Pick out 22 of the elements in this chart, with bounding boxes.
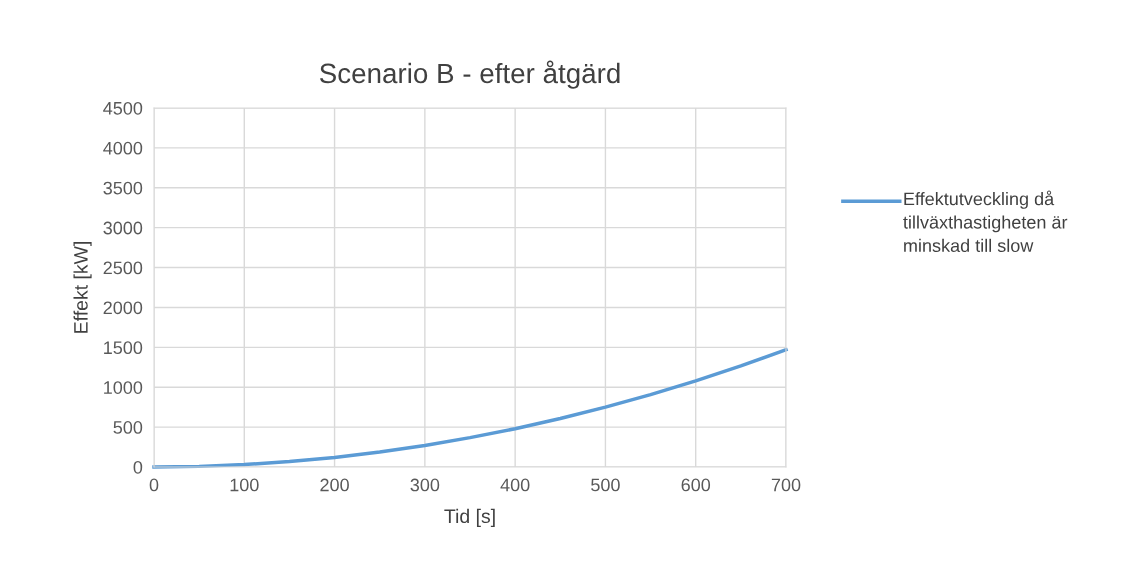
y-tick-label: 0 xyxy=(133,460,143,474)
x-tick-label: 300 xyxy=(410,478,440,492)
x-tick-label: 200 xyxy=(320,478,349,492)
x-tick-label: 600 xyxy=(681,478,711,492)
y-axis-title: Effekt [kW] xyxy=(73,242,92,333)
y-tick-label: 2500 xyxy=(103,261,143,275)
x-tick-label: 100 xyxy=(230,478,259,492)
y-tick-label: 4500 xyxy=(103,101,143,115)
y-tick-label: 3500 xyxy=(103,181,143,195)
y-tick-label: 500 xyxy=(113,421,143,434)
x-tick-label: 700 xyxy=(771,478,801,492)
x-tick-label: 400 xyxy=(500,478,530,492)
x-tick-label: 0 xyxy=(149,478,159,492)
y-tick-label: 4000 xyxy=(103,141,143,155)
y-tick-label: 2000 xyxy=(103,301,143,315)
x-axis-title: Tid [s] xyxy=(444,508,495,527)
legend-label: Effektutveckling då tillväxthastigheten är minskad till slow xyxy=(903,190,1068,253)
x-tick-label: 500 xyxy=(591,478,620,492)
y-tick-label: 1000 xyxy=(104,381,143,394)
chart-title: Scenario B - efter åtgärd xyxy=(319,60,620,89)
y-tick-label: 3000 xyxy=(103,221,143,235)
y-tick-label: 1500 xyxy=(104,341,143,355)
